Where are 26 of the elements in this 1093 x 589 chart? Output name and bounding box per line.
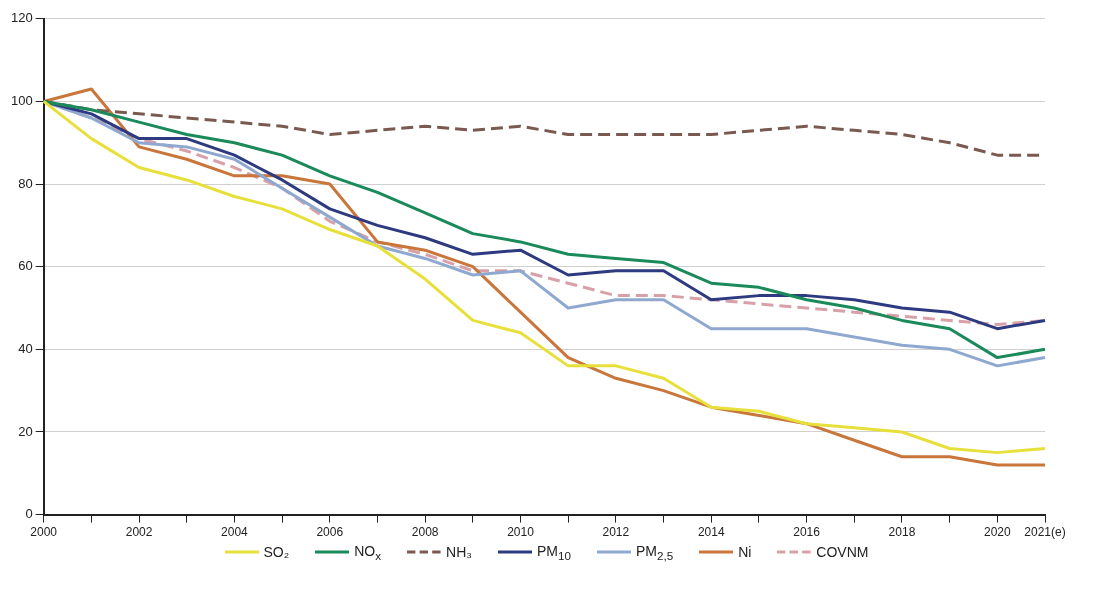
x-tick-label: 2021(e) [1024,525,1066,540]
y-tick-label: 100 [10,93,33,109]
x-tick-label: 2012 [602,525,630,540]
x-tick-label: 2008 [411,525,439,540]
x-tick-label: 2002 [125,525,153,540]
x-tick-label: 2020 [983,525,1011,540]
x-tick-label: 2014 [697,525,725,540]
legend-label: COVNM [816,544,869,561]
legend-label: NH₃ [446,544,472,561]
legend-label: Ni [738,544,752,561]
y-tick-label: 80 [18,175,33,191]
legend-label: NO$_{x}$ [354,543,382,562]
y-tick-label: 120 [10,10,33,26]
x-tick-label: 2004 [221,525,249,540]
x-tick-label: 2000 [30,525,58,540]
x-tick-label: 2016 [793,525,821,540]
x-tick-label: 2010 [507,525,535,540]
y-tick-label: 0 [25,506,33,522]
legend-label: PM$_{2,5}$ [635,543,674,562]
legend-label: PM$_{10}$ [536,543,571,562]
x-tick-label: 2006 [316,525,344,540]
legend-label: SO₂ [263,544,290,561]
y-tick-label: 60 [18,258,33,274]
y-tick-label: 40 [18,340,33,356]
y-tick-label: 20 [18,423,33,439]
x-tick-label: 2018 [888,525,916,540]
